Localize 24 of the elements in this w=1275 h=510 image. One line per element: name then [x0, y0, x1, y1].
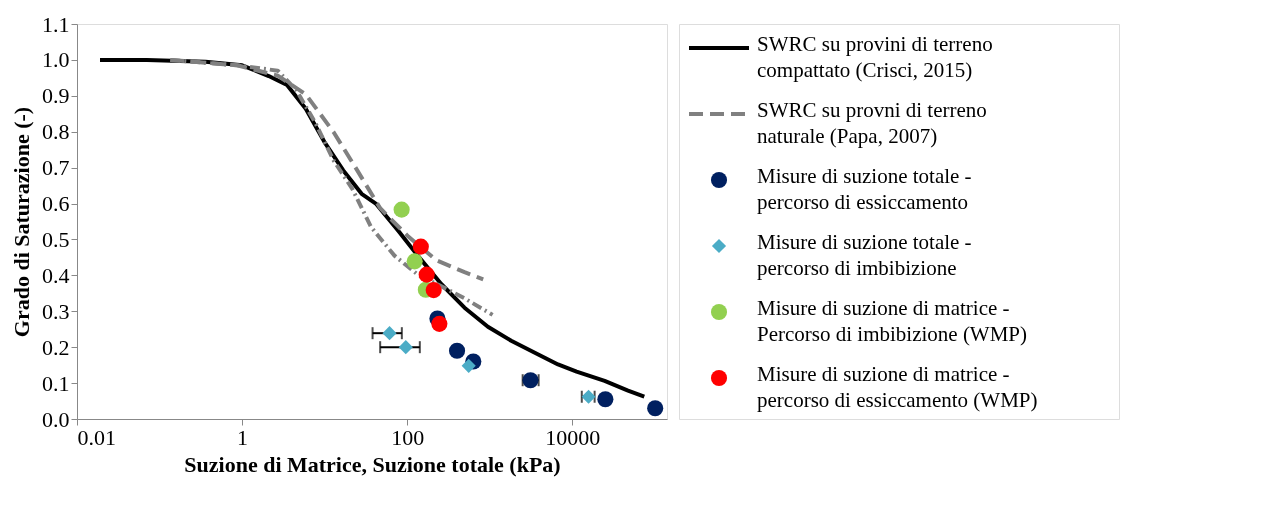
y-tick-label: 1.0: [42, 47, 70, 73]
legend-label: Misure di suzione totale - percorso di essiccamento: [757, 164, 972, 214]
legend-label: Misure di suzione di matrice - Percorso di imbibizione (WMP): [757, 296, 1028, 346]
legend-label: SWRC su provini di terreno compattato (Crisci, 2015): [757, 32, 993, 82]
y-tick-label: 0.3: [42, 298, 70, 324]
y-tick-label: 1.1: [42, 11, 70, 37]
legend-label: Misure di suzione di matrice - percorso di essiccamento (WMP): [757, 362, 1038, 412]
x-tick-label: 10000: [545, 424, 601, 450]
y-axis-title: Grado di Saturazione (-): [9, 106, 34, 338]
legend-label: Misure di suzione totale - percorso di imbibizione: [757, 230, 972, 280]
y-tick-label: 0.4: [42, 262, 70, 288]
y-tick-label: 0.6: [42, 191, 70, 217]
y-tick-label: 0.2: [42, 334, 70, 360]
y-tick-label: 0.5: [42, 226, 70, 252]
x-tick-label: 0.01: [77, 424, 116, 450]
x-axis-title: Suzione di Matrice, Suzione totale (kPa): [184, 451, 561, 477]
y-tick-label: 0.0: [42, 406, 70, 432]
y-tick-label: 0.1: [42, 370, 70, 396]
y-tick-label: 0.8: [42, 119, 70, 145]
x-tick-label: 100: [391, 424, 425, 450]
legend-label: SWRC su provni di terreno naturale (Papa, 2007): [757, 98, 987, 148]
y-tick-label: 0.7: [42, 155, 70, 181]
x-tick-label: 1: [237, 424, 249, 450]
y-tick-label: 0.9: [42, 83, 70, 109]
